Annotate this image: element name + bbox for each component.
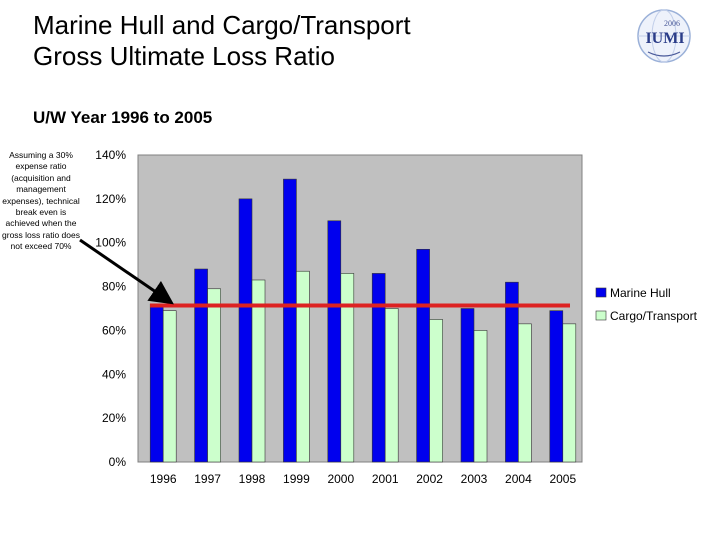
y-tick-label: 80% <box>102 280 126 294</box>
iumi-logo: 2006 IUMI <box>637 9 691 63</box>
x-tick-label: 2003 <box>461 472 488 486</box>
y-tick-label: 100% <box>95 236 126 250</box>
bar-marine-hull-2004 <box>505 281 519 463</box>
legend-label: Marine Hull <box>610 286 671 300</box>
bar-cargo-transport-2002 <box>429 319 443 463</box>
bar-cargo-transport-1998 <box>251 279 266 463</box>
y-tick-labels: 0% 20% 40% 60% 80% 100% 120% 140% <box>95 148 126 469</box>
legend: Marine Hull Cargo/Transport <box>595 286 698 323</box>
legend-swatch <box>595 310 607 321</box>
x-tick-label: 1996 <box>150 472 177 486</box>
note-arrow <box>79 238 174 305</box>
bar-cargo-transport-2003 <box>473 330 488 463</box>
bars-group <box>149 178 577 463</box>
bar-marine-hull-1996 <box>149 303 164 463</box>
bar-marine-hull-2001 <box>371 273 386 463</box>
y-tick-label: 0% <box>109 455 127 469</box>
bar-cargo-transport-2000 <box>340 273 355 463</box>
slide-title: Marine Hull and Cargo/Transport Gross Ul… <box>33 10 411 72</box>
title-line-1: Marine Hull and Cargo/Transport <box>33 10 411 40</box>
bar-marine-hull-2005 <box>549 310 564 463</box>
x-tick-label: 2000 <box>327 472 354 486</box>
bar-cargo-transport-2001 <box>384 308 399 463</box>
bar-cargo-transport-1999 <box>296 270 310 463</box>
x-tick-label: 2005 <box>549 472 576 486</box>
x-tick-labels: 1996 1997 1998 1999 2000 2001 2002 2003 2004 2005 <box>150 472 577 486</box>
x-tick-label: 2002 <box>416 472 443 486</box>
legend-label: Cargo/Transport <box>610 309 698 323</box>
x-tick-label: 2001 <box>372 472 399 486</box>
legend-swatch <box>595 287 607 298</box>
bar-cargo-transport-2004 <box>518 323 532 463</box>
x-tick-label: 2004 <box>505 472 532 486</box>
x-tick-label: 1997 <box>194 472 221 486</box>
bar-marine-hull-1997 <box>194 268 208 463</box>
bar-marine-hull-2000 <box>327 220 342 463</box>
chart-subtitle: U/W Year 1996 to 2005 <box>33 108 213 127</box>
bar-cargo-transport-1997 <box>207 288 221 463</box>
y-tick-label: 140% <box>95 148 126 162</box>
bar-marine-hull-1999 <box>283 178 297 463</box>
x-tick-label: 1999 <box>283 472 310 486</box>
bar-cargo-transport-1996 <box>162 310 177 463</box>
y-tick-label: 60% <box>102 323 126 337</box>
logo-year: 2006 <box>664 19 680 28</box>
bar-marine-hull-2002 <box>416 248 430 463</box>
break-even-note: Assuming a 30% expense ratio (acquisitio… <box>2 150 80 252</box>
y-tick-label: 20% <box>102 411 126 425</box>
y-tick-label: 120% <box>95 192 126 206</box>
title-line-2: Gross Ultimate Loss Ratio <box>33 41 335 71</box>
y-tick-label: 40% <box>102 367 126 381</box>
bar-marine-hull-1998 <box>238 198 253 463</box>
bar-cargo-transport-2005 <box>562 323 577 463</box>
logo-wave <box>647 51 681 57</box>
x-tick-label: 1998 <box>239 472 266 486</box>
bar-marine-hull-2003 <box>460 308 475 463</box>
logo-text: IUMI <box>645 30 684 47</box>
